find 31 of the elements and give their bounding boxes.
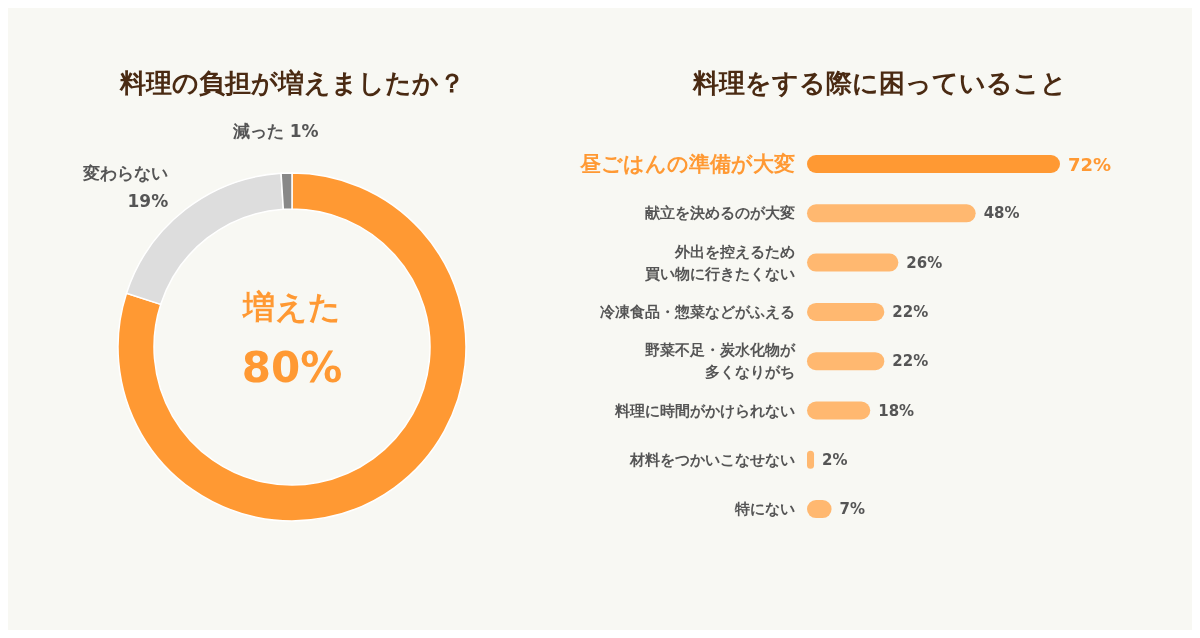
- chart-title: 料理をする際に困っていること: [692, 68, 1067, 98]
- y-tick-label: 料理に時間がかけられない: [614, 401, 795, 420]
- bar: [807, 204, 976, 223]
- y-tick-label: 材料をつかいこなせない: [629, 450, 795, 469]
- y-tick-label: 外出を控えるため買い物に行きたくない: [644, 242, 795, 283]
- data-label: 72%: [1068, 153, 1112, 175]
- data-label: 19%: [127, 191, 169, 212]
- y-tick-label: 冷凍食品・惣菜などがふえる: [600, 302, 795, 321]
- bar: [807, 450, 815, 469]
- y-tick-label: 野菜不足・炭水化物が多くなりがち: [645, 341, 796, 382]
- bar: [807, 302, 885, 321]
- data-label: 22%: [892, 302, 929, 321]
- slice-label: 変わらない: [82, 163, 169, 184]
- data-label: 1%: [289, 121, 319, 142]
- bar: [807, 401, 871, 420]
- data-label: 26%: [906, 253, 943, 272]
- chart-title: 料理の負担が増えましたか？: [118, 68, 465, 98]
- y-tick-label: 特にない: [734, 500, 795, 519]
- y-tick-label: 献立を決めるのが大変: [645, 204, 795, 223]
- data-label: 80%: [241, 343, 343, 392]
- bar: [807, 155, 1060, 173]
- y-tick-label: 昼ごはんの準備が大変: [579, 152, 795, 176]
- data-label: 48%: [983, 204, 1020, 223]
- slice-label: 減った: [231, 121, 284, 142]
- data-label: 22%: [892, 352, 929, 371]
- data-label: 2%: [822, 450, 848, 469]
- bar: [807, 352, 885, 371]
- bar: [807, 253, 899, 272]
- data-label: 18%: [878, 401, 915, 420]
- data-label: 7%: [839, 500, 866, 519]
- slice-label: 増えた: [242, 288, 341, 326]
